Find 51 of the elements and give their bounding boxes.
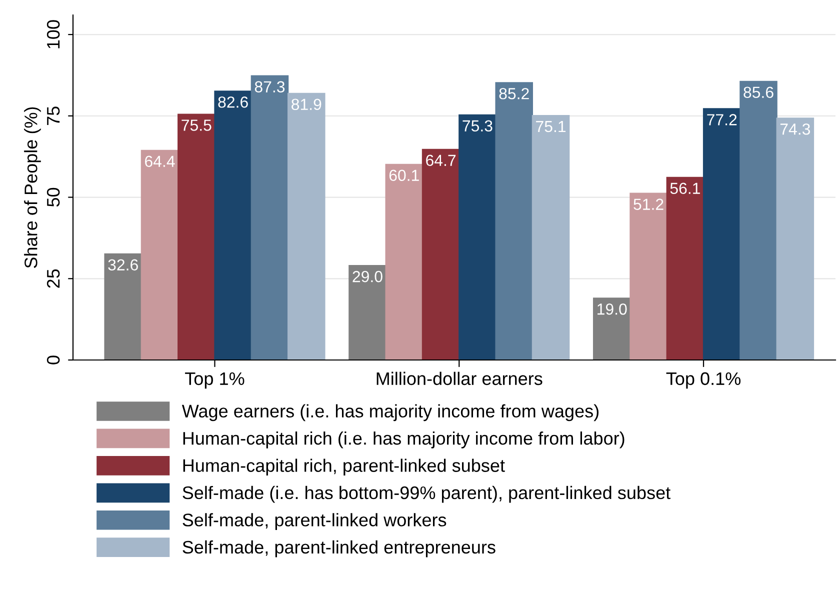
y-tick-label: 75: [47, 106, 60, 126]
bar: [458, 114, 496, 360]
bar: [532, 115, 570, 360]
bar: [666, 176, 704, 360]
data-label: 85.6: [744, 86, 774, 98]
data-label: 29.0: [352, 270, 382, 282]
data-label: 75.5: [182, 120, 212, 131]
bar: [592, 298, 631, 360]
bar: [104, 253, 142, 360]
data-label: 51.2: [634, 198, 664, 210]
bar: [250, 75, 289, 360]
data-label: 77.2: [707, 114, 737, 126]
data-label: 85.2: [499, 88, 529, 100]
data-label: 82.6: [218, 96, 248, 108]
data-label: 81.9: [292, 98, 322, 110]
data-label: 32.6: [108, 259, 138, 271]
data-label: 64.7: [426, 154, 456, 166]
data-label: 64.4: [145, 156, 175, 168]
bar: [740, 80, 778, 360]
legend-label: Self-made, parent-linked workers: [182, 513, 446, 530]
y-tick-label: 50: [46, 188, 60, 207]
bar: [140, 150, 179, 360]
bar: [288, 92, 326, 360]
legend-label: Human-capital rich (i.e. has majority income from labor): [183, 431, 624, 448]
bar: [422, 148, 460, 360]
bar: [495, 82, 533, 360]
x-tick-label: Top 0.1%: [666, 372, 741, 389]
data-label: 60.1: [389, 170, 419, 182]
data-label: 87.3: [254, 81, 285, 92]
legend-label: Self-made (i.e. has bottom-99% parent), parent-linked subset: [182, 486, 670, 503]
data-label: 74.3: [780, 123, 810, 135]
data-label: 56.1: [670, 182, 700, 194]
y-axis-title: Share of People (%): [24, 107, 41, 268]
bar: [776, 118, 814, 360]
data-label: 75.1: [536, 121, 566, 132]
legend-label: Human-capital rich, parent-linked subset: [183, 458, 505, 476]
bar: [630, 192, 668, 360]
bar: [178, 114, 216, 360]
x-tick-label: Million-dollar earners: [376, 372, 542, 386]
bar: [214, 90, 252, 360]
data-label: 19.0: [598, 303, 627, 315]
x-tick-label: Top 1%: [185, 372, 244, 389]
legend-label: Self-made, parent-linked entrepreneurs: [182, 540, 496, 558]
y-tick-label: 25: [46, 269, 60, 288]
bar: [348, 265, 386, 360]
data-label: 75.3: [462, 120, 492, 132]
legend-label: Wage earners (i.e. has majority income from wages): [182, 404, 598, 422]
y-tick-label: 100: [46, 20, 60, 48]
y-tick-label: 0: [46, 356, 60, 364]
bar: [385, 164, 424, 360]
bar: [702, 108, 741, 360]
